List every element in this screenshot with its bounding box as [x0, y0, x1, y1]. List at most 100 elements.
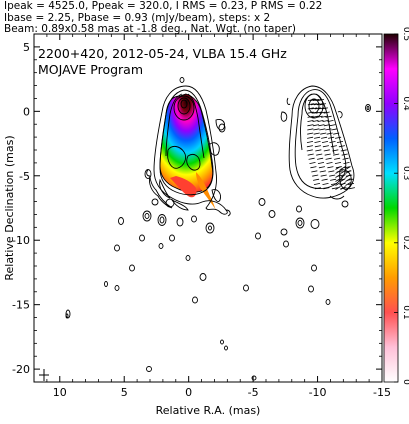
- polarization-vector: [313, 132, 320, 135]
- polarization-vector: [323, 149, 330, 152]
- polarization-vector: [311, 170, 318, 173]
- x-tick-label: -5: [248, 386, 259, 399]
- polarization-vector: [335, 170, 341, 174]
- y-tick-label: 0: [23, 105, 30, 118]
- polarization-vector: [325, 157, 332, 160]
- polarization-vector: [330, 145, 337, 148]
- polarization-vector: [334, 157, 341, 160]
- polarization-vector: [336, 141, 344, 143]
- polarization-vector: [343, 162, 350, 164]
- polarization-vector: [307, 124, 314, 127]
- polarization-vector: [320, 132, 327, 135]
- polarization-vector: [312, 124, 319, 127]
- polarization-vector: [307, 103, 314, 106]
- polarization-vector: [321, 178, 328, 181]
- polarization-vector: [307, 120, 314, 122]
- polarization-color-map: [159, 93, 214, 193]
- polarization-vector: [316, 153, 323, 156]
- polarization-vector: [345, 174, 351, 178]
- polarization-vector: [322, 120, 329, 122]
- polarization-vector: [323, 111, 330, 114]
- jet-color-tongue: [170, 176, 197, 198]
- colorbar-ticks: 0 0.1 0.2 0.3 0.4 0.5: [394, 27, 409, 385]
- polarization-vector: [331, 128, 338, 131]
- polarization-vector: [316, 103, 323, 106]
- polarization-vector: [340, 186, 346, 190]
- polarization-vector: [345, 178, 351, 182]
- y-tick-label: -15: [12, 299, 30, 312]
- polarization-vector: [327, 120, 334, 122]
- polarization-vector: [331, 187, 338, 190]
- polarization-vector: [306, 141, 314, 143]
- polarization-vector: [312, 115, 319, 118]
- polarization-vector: [335, 178, 341, 182]
- polarization-vector: [345, 170, 351, 174]
- polarization-vector: [321, 136, 328, 139]
- inset-program: MOJAVE Program: [38, 62, 143, 77]
- colorbar-tick-label: 0.5: [401, 27, 409, 41]
- polarization-vector: [328, 170, 335, 173]
- y-tick-label: -5: [19, 170, 30, 183]
- polarization-vector: [306, 149, 313, 152]
- polarization-vector: [321, 107, 328, 110]
- polarization-vector: [340, 182, 346, 186]
- polarization-vector: [333, 153, 340, 156]
- polarization-vector: [323, 124, 330, 127]
- polarization-vector: [334, 162, 342, 164]
- polarization-vector: [319, 103, 326, 106]
- polarization-vector: [329, 124, 336, 127]
- polarization-vector: [317, 99, 325, 101]
- polarization-vector: [313, 128, 320, 131]
- polarization-vector: [318, 124, 325, 127]
- polarization-vector: [314, 136, 321, 139]
- x-tick-label: 10: [53, 386, 67, 399]
- polarization-vector: [340, 174, 346, 178]
- x-tick-label: 0: [185, 386, 192, 399]
- polarization-vector: [307, 111, 314, 114]
- polarization-vectors: [306, 99, 355, 190]
- polarization-vector: [320, 174, 327, 177]
- polarization-vector: [329, 141, 336, 143]
- polarization-vector: [316, 115, 323, 118]
- polarization-vector: [313, 178, 320, 181]
- polarization-vector: [317, 120, 324, 122]
- header-line-1: Ipeak = 4525.0, Ppeak = 320.0, I RMS = 0…: [4, 0, 322, 12]
- polarization-vector: [345, 166, 351, 170]
- polarization-vector: [307, 128, 314, 131]
- polarization-vector: [333, 132, 340, 135]
- inset-title: 2200+420, 2012-05-24, VLBA 15.4 GHz: [38, 46, 287, 61]
- y-tick-label: -20: [12, 363, 30, 376]
- polarization-vector: [309, 162, 316, 164]
- polarization-vector: [328, 136, 335, 139]
- polarization-vector: [342, 157, 349, 160]
- polarization-vector: [330, 178, 337, 181]
- polarization-vector: [327, 166, 334, 169]
- noise-contours: [65, 104, 371, 381]
- polarization-vector: [315, 99, 322, 101]
- polarization-vector: [345, 186, 351, 190]
- polarization-vector: [332, 149, 339, 152]
- polarization-vector: [323, 187, 330, 190]
- source-map: [65, 77, 371, 381]
- polarization-vector: [345, 182, 351, 186]
- colorbar-tick-label: 0.2: [401, 236, 409, 250]
- right-contours: [280, 85, 355, 200]
- polarization-vector: [317, 157, 324, 160]
- polarization-vector: [315, 111, 322, 114]
- polarization-vector: [329, 174, 336, 177]
- polarization-vector: [319, 111, 326, 114]
- polarization-vector: [314, 107, 321, 110]
- x-tick-label: -15: [373, 386, 391, 399]
- polarization-vector: [325, 115, 332, 118]
- polarization-vector: [335, 182, 341, 186]
- polarization-vector: [319, 170, 326, 173]
- colorbar-tick-label: 0.4: [401, 96, 409, 111]
- x-axis: 10 5 0 -5 -10 -15: [46, 34, 391, 399]
- polarization-vector: [318, 166, 325, 169]
- polarization-vector: [313, 103, 320, 106]
- polarization-vector: [322, 183, 329, 185]
- polarization-vector: [315, 149, 322, 152]
- polarization-vector: [318, 107, 325, 110]
- polarization-vector: [325, 128, 332, 131]
